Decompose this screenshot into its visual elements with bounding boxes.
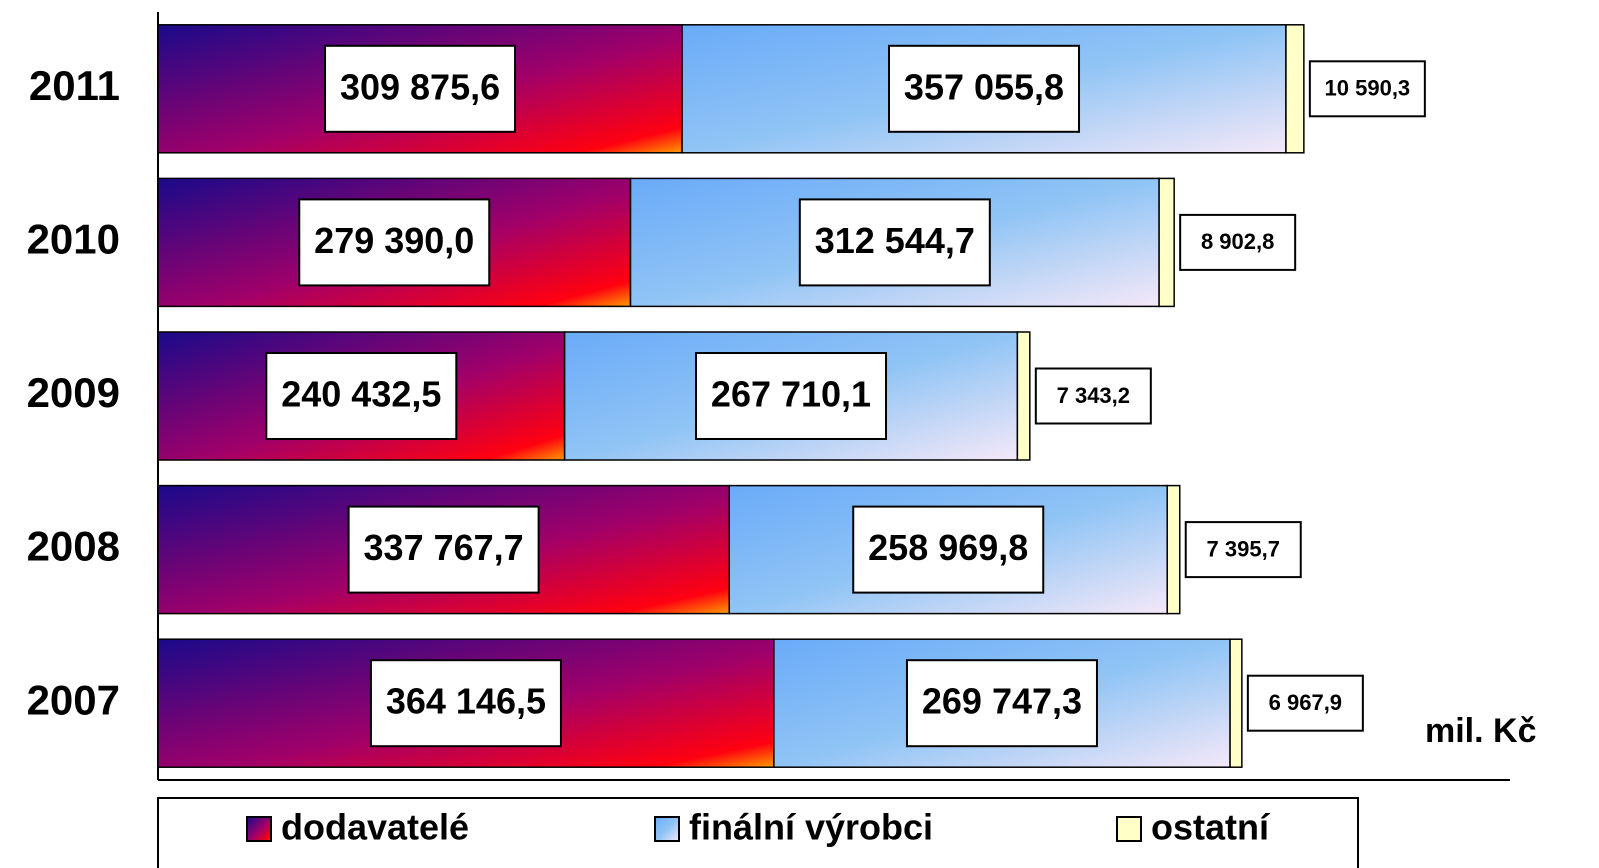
legend-label: dodavatelé: [281, 807, 469, 848]
label-box: [905, 659, 1098, 748]
label-box: [1034, 367, 1152, 425]
label-box: [347, 505, 540, 594]
label-box: [265, 352, 458, 440]
value-label: 8 902,8: [1201, 229, 1274, 254]
value-label: 279 390,0: [314, 220, 474, 261]
legend-swatch: [654, 816, 680, 842]
value-label: 267 710,1: [711, 374, 871, 415]
y-tick-label: 2007: [27, 676, 120, 723]
y-tick-label: 2011: [29, 62, 120, 109]
value-label: 309 875,6: [340, 66, 500, 107]
value-label: 240 432,5: [281, 374, 441, 415]
value-label: 6 967,9: [1269, 690, 1342, 715]
label-box: [298, 198, 491, 287]
bar-segment: [1158, 177, 1175, 308]
y-tick-label: 2010: [27, 215, 120, 262]
bar-segment: [1229, 638, 1243, 768]
label-box: [798, 198, 991, 287]
y-tick-label: 2008: [27, 523, 120, 570]
value-label: 258 969,8: [868, 527, 1028, 568]
y-tick-label: 2009: [27, 369, 120, 416]
value-label: 312 544,7: [815, 220, 975, 261]
legend-label: ostatní: [1151, 807, 1270, 848]
legend-swatch: [1116, 816, 1142, 842]
label-box: [1179, 213, 1297, 271]
legend-swatch: [246, 816, 272, 842]
legend-label: finální výrobci: [689, 807, 933, 848]
legend-box: [157, 797, 1359, 868]
label-box: [324, 44, 517, 133]
label-box: [1308, 60, 1426, 118]
value-label: 269 747,3: [922, 681, 1082, 722]
value-label: 10 590,3: [1325, 76, 1411, 101]
bar-segment: [1285, 24, 1305, 154]
value-label: 357 055,8: [904, 66, 1064, 107]
label-box: [1184, 521, 1302, 579]
value-label: 337 767,7: [364, 527, 524, 568]
bar-segment: [1016, 331, 1031, 461]
label-box: [695, 352, 888, 440]
bar-segment: [1166, 484, 1181, 615]
label-box: [369, 659, 562, 748]
value-label: 7 395,7: [1207, 536, 1280, 561]
value-label: 7 343,2: [1057, 383, 1130, 408]
value-label: 364 146,5: [386, 681, 546, 722]
label-box: [1246, 674, 1364, 732]
label-box: [888, 44, 1081, 133]
x-axis-label: mil. Kč: [1425, 712, 1536, 750]
label-box: [852, 505, 1045, 594]
